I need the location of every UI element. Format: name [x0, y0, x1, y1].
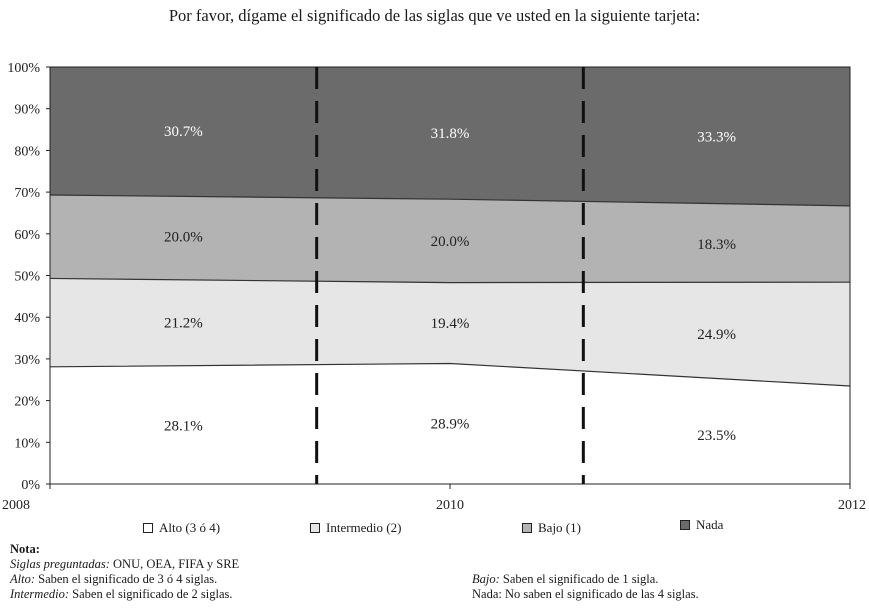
notes-bajo-label: Bajo: — [472, 572, 500, 586]
boundary-line-bajo — [49, 194, 851, 207]
notes: Nota: Siglas preguntadas: ONU, OEA, FIFA… — [10, 542, 860, 602]
y-tick-label: 40% — [14, 311, 40, 326]
boundary-line-intermedio — [49, 277, 851, 284]
notes-siglas-text: ONU, OEA, FIFA y SRE — [109, 557, 240, 571]
notes-alto-text: Saben el significado de 3 ó 4 siglas. — [35, 572, 218, 586]
notes-alto: Alto: Saben el significado de 3 ó 4 sigl… — [10, 572, 472, 587]
data-label: 20.0% — [164, 230, 203, 246]
legend: Alto (3 ó 4) Intermedio (2) Bajo (1) Nad… — [0, 517, 869, 542]
notes-alto-label: Alto: — [10, 572, 35, 586]
chart-title: Por favor, dígame el significado de las … — [168, 6, 701, 25]
legend-swatch-nada — [680, 520, 690, 530]
data-label: 21.2% — [164, 316, 203, 332]
legend-label-intermedio: Intermedio (2) — [326, 520, 402, 535]
data-label: 18.3% — [697, 237, 736, 253]
notes-siglas: Siglas preguntadas: ONU, OEA, FIFA y SRE — [10, 557, 860, 572]
data-label: 28.1% — [164, 418, 203, 434]
notes-intermedio: Intermedio: Saben el significado de 2 si… — [10, 587, 472, 602]
notes-row-1: Alto: Saben el significado de 3 ó 4 sigl… — [10, 572, 860, 587]
boundary-line-alto — [49, 362, 851, 387]
area-bajo — [50, 195, 850, 283]
y-tick-label: 90% — [14, 103, 40, 118]
notes-row-2: Intermedio: Saben el significado de 2 si… — [10, 587, 860, 602]
notes-bajo: Bajo: Saben el significado de 1 sigla. — [472, 572, 658, 587]
legend-swatch-intermedio — [310, 523, 320, 533]
x-tick-label: 2010 — [436, 498, 464, 513]
data-label: 31.8% — [431, 126, 470, 142]
area-intermedio — [50, 278, 850, 387]
y-tick-label: 60% — [14, 228, 40, 243]
notes-siglas-label: Siglas preguntadas: — [10, 557, 110, 571]
data-label: 30.7% — [164, 124, 203, 140]
notes-intermedio-label: Intermedio: — [10, 587, 70, 601]
y-tick-label: 80% — [14, 144, 40, 159]
y-tick-label: 100% — [7, 61, 40, 76]
y-tick-label: 10% — [14, 436, 40, 451]
y-tick-label: 20% — [14, 395, 40, 410]
stacked-area-chart: 0% 10% 20% 30% 40% 50% 60% 70% 80% 90% 100% 2008 201… — [2, 61, 866, 513]
data-label: 20.0% — [431, 234, 470, 250]
data-label: 24.9% — [697, 327, 736, 343]
legend-label-alto: Alto (3 ó 4) — [159, 520, 221, 535]
data-label: 19.4% — [431, 316, 470, 332]
data-label: 28.9% — [431, 417, 470, 433]
legend-label-bajo: Bajo (1) — [538, 520, 581, 535]
x-tick-label: 2012 — [838, 498, 866, 513]
legend-label-nada: Nada — [696, 517, 724, 532]
y-tick-label: 50% — [14, 270, 40, 285]
legend-item-intermedio: Intermedio (2) — [310, 520, 401, 536]
area-alto — [50, 363, 850, 484]
data-label: 33.3% — [697, 129, 736, 145]
area-nada — [50, 67, 850, 206]
notes-intermedio-text: Saben el significado de 2 siglas. — [69, 587, 233, 601]
notes-nada: Nada: No saben el significado de las 4 s… — [472, 587, 699, 601]
legend-item-alto: Alto (3 ó 4) — [143, 520, 220, 536]
legend-item-bajo: Bajo (1) — [522, 520, 581, 536]
legend-swatch-bajo — [522, 523, 532, 533]
x-tick-label: 2008 — [2, 498, 30, 513]
data-label: 23.5% — [697, 428, 736, 444]
notes-heading: Nota: — [10, 542, 40, 556]
y-tick-label: 0% — [21, 478, 40, 493]
y-tick-label: 30% — [14, 353, 40, 368]
legend-item-nada: Nada — [680, 517, 723, 533]
legend-swatch-alto — [143, 523, 153, 533]
notes-bajo-text: Saben el significado de 1 sigla. — [499, 572, 659, 586]
y-tick-label: 70% — [14, 186, 40, 201]
